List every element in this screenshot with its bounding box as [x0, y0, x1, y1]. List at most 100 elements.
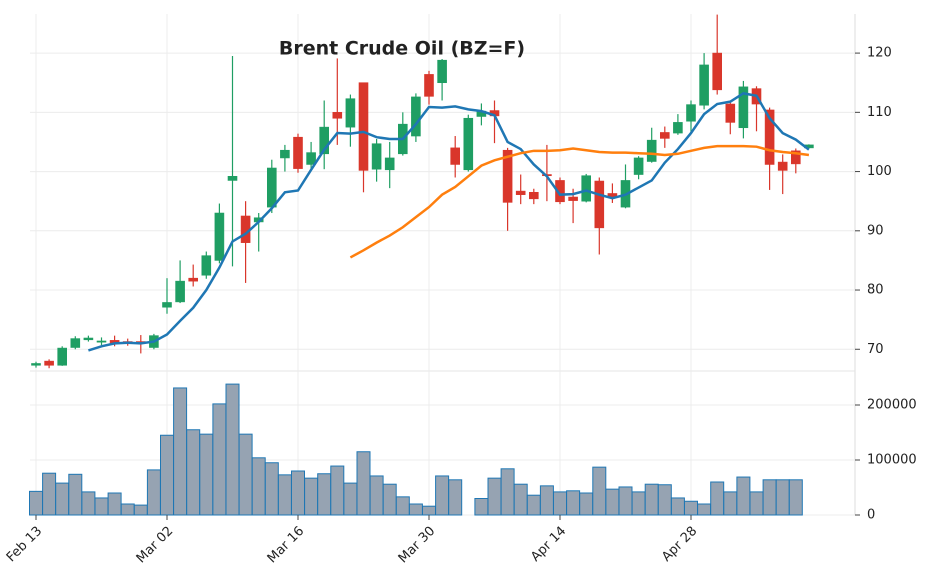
volume-bar — [513, 483, 528, 516]
volume-bar — [173, 387, 188, 516]
candle-body — [70, 338, 81, 348]
candle-body — [175, 280, 185, 303]
volume-bar — [684, 500, 698, 516]
candle-body — [764, 109, 775, 165]
volume-bar — [146, 469, 161, 516]
volume-bar — [291, 470, 305, 516]
candle-body — [568, 196, 578, 201]
volume-bar — [553, 491, 567, 516]
candle-body — [581, 175, 592, 202]
y-tick-label: 100000 — [867, 453, 917, 468]
y-tick-label: 110 — [867, 105, 892, 120]
candle-body — [332, 112, 343, 119]
volume-bar — [382, 483, 397, 516]
volume-bar — [277, 474, 292, 516]
candle-body — [319, 126, 330, 155]
volume-bar — [264, 462, 279, 516]
volume-bar — [42, 472, 57, 516]
candle-body — [162, 302, 172, 308]
volume-bar — [317, 473, 332, 516]
y-tick-label: 90 — [867, 223, 884, 238]
candle-body — [371, 143, 382, 170]
volume-bar — [526, 494, 541, 516]
volume-bar — [356, 451, 371, 516]
candle-body — [633, 157, 644, 175]
candle-body — [345, 98, 356, 128]
volume-bar — [160, 434, 174, 516]
volume-bar — [788, 479, 803, 516]
candle-body — [280, 149, 290, 159]
candle-body — [738, 86, 749, 129]
candle-body — [424, 74, 434, 97]
volume-bar — [55, 482, 70, 516]
volume-bar — [107, 492, 122, 516]
candle-body — [515, 190, 526, 195]
volume-bar — [539, 485, 554, 516]
volume-bar — [225, 383, 240, 516]
candle-body — [594, 180, 605, 229]
volume-bar — [448, 479, 463, 516]
volume-bar — [592, 466, 607, 516]
volume-bar — [657, 484, 672, 516]
candle-body — [646, 139, 657, 162]
candle-body — [188, 277, 198, 282]
candle-body — [306, 152, 316, 165]
volume-bar — [68, 473, 83, 516]
volume-bar — [723, 491, 738, 516]
candle-body — [214, 212, 225, 261]
volume-bar — [199, 433, 214, 516]
volume-bar — [618, 486, 633, 516]
candle-body — [463, 117, 474, 171]
volume-bar — [251, 457, 266, 516]
candle-body — [790, 150, 801, 165]
volume-bar — [369, 475, 384, 516]
candle-body — [686, 104, 696, 122]
volume-bar — [579, 492, 594, 516]
volume-bar — [81, 491, 96, 516]
moving-average-line — [349, 144, 810, 259]
volume-bar — [710, 481, 725, 516]
y-tick-label: 80 — [867, 283, 884, 298]
candle-body — [384, 157, 395, 171]
volume-bar — [736, 476, 751, 516]
volume-bar — [775, 479, 790, 516]
candle-body — [293, 136, 303, 169]
candle-body — [450, 147, 461, 165]
volume-bar — [566, 490, 581, 516]
volume-bar — [762, 479, 777, 516]
moving-average-line — [88, 92, 810, 352]
candle-body — [358, 82, 369, 171]
y-tick-label: 0 — [867, 508, 875, 523]
candle-body — [528, 191, 539, 200]
y-tick-label: 100 — [867, 164, 892, 179]
volume-bar — [343, 482, 358, 516]
candle-body — [31, 363, 41, 366]
volume-bar — [500, 468, 515, 516]
candle-body — [44, 360, 54, 366]
y-tick-label: 70 — [867, 342, 884, 357]
candle-body — [227, 176, 238, 181]
candle-body — [699, 64, 709, 106]
volume-bar — [238, 433, 253, 516]
volume-bar — [631, 491, 646, 516]
candle-body — [777, 161, 788, 171]
volume-bar — [330, 465, 345, 516]
candle-body — [201, 255, 212, 276]
volume-bar — [697, 503, 712, 516]
candle-body — [555, 180, 565, 203]
volume-bar — [395, 496, 410, 516]
chart-title: Brent Crude Oil (BZ=F) — [279, 38, 525, 60]
volume-bar — [422, 505, 436, 516]
candle-body — [266, 167, 277, 208]
y-tick-label: 200000 — [867, 398, 917, 413]
candle-body — [659, 132, 670, 139]
candle-body — [411, 96, 421, 137]
candle-body — [673, 122, 683, 134]
candle-body — [83, 337, 94, 341]
candle-body — [502, 149, 513, 203]
volume-bar — [212, 403, 227, 516]
volume-bar — [120, 503, 135, 516]
volume-bar — [133, 504, 148, 516]
